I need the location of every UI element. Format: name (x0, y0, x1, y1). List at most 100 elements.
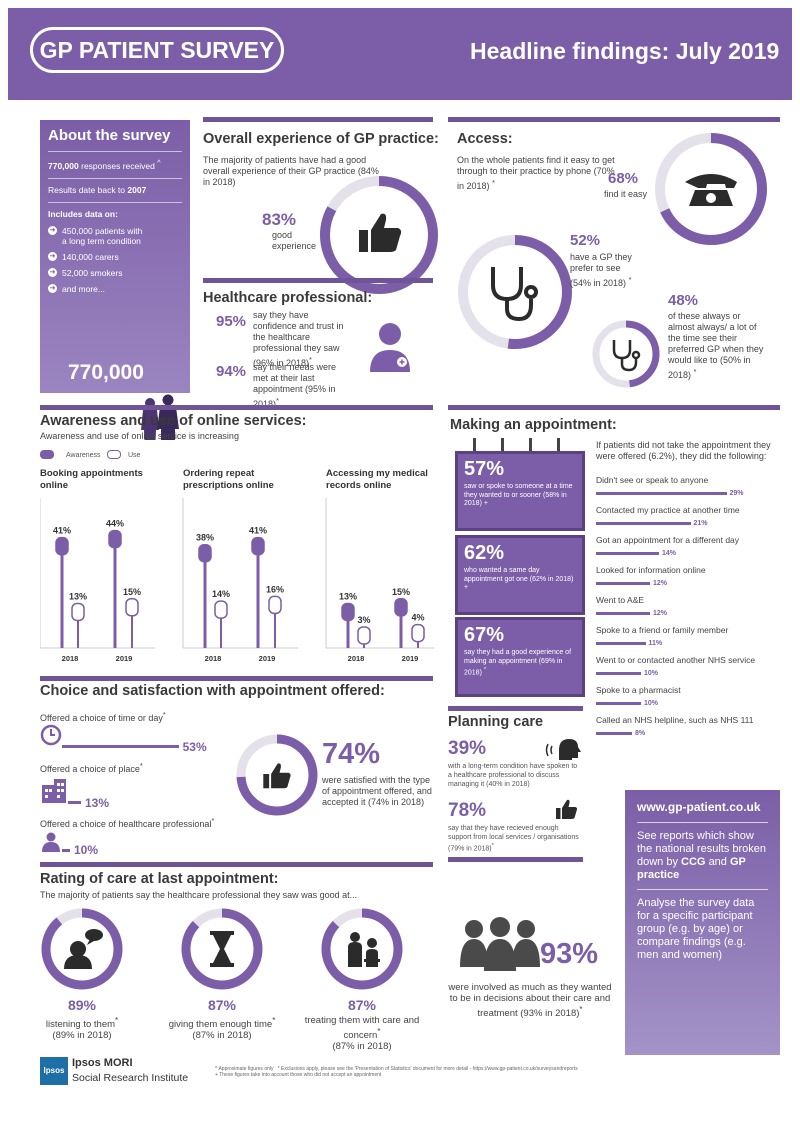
awareness-legend-icon (40, 450, 54, 459)
hcp-text1: say they have confidence and trust in th… (253, 310, 344, 368)
planning-title: Planning care (448, 714, 544, 730)
appointment-bar-label: Went to or contacted another NHS service (596, 655, 756, 665)
footer-notes: ^ Approximate figures only * Exclusions … (215, 1066, 578, 1078)
online-group-title: Accessing my medical (326, 468, 428, 479)
telephone-icon (685, 174, 737, 206)
overall-title: Overall experience of GP practice: (203, 131, 439, 147)
ipsos-badge: Ipsos (40, 1057, 68, 1085)
online-bar-label: 13% (69, 591, 87, 601)
header-banner (8, 8, 792, 100)
mouse-icon (251, 536, 265, 556)
online-sub: Awareness and use of online service is i… (40, 431, 239, 441)
online-group-title: Ordering repeat (183, 468, 255, 479)
appointment-box-1: 57% saw or spoke to someone at a time the… (455, 451, 585, 531)
access-pct1: 68% (608, 170, 639, 187)
about-title: About the survey (48, 127, 171, 144)
appointment-bar (596, 612, 650, 615)
phone-icon (411, 623, 425, 643)
access-pct2: 52% (570, 232, 601, 249)
year-label: 2018 (348, 654, 365, 663)
stethoscope-icon (491, 267, 538, 322)
phone-icon (214, 600, 228, 619)
list-item: ➜ and more... (48, 283, 105, 294)
overall-pct: 83% (262, 210, 297, 229)
thumbs-up-icon (556, 799, 578, 819)
access-title: Access: (457, 131, 513, 147)
choice-place-label: Offered a choice of place* (40, 761, 143, 774)
appointment-bar-pct: 10% (644, 700, 659, 707)
appointment-bar (596, 522, 691, 525)
legend-use: Use (128, 452, 141, 459)
online-bar-label: 15% (123, 587, 141, 597)
appointment-bar (596, 552, 659, 555)
rating-donut (321, 908, 403, 990)
doctor-icon (370, 323, 410, 372)
satisfaction-donut (236, 734, 318, 816)
people-group-icon (460, 917, 540, 971)
appointment-bar-label: Looked for information online (596, 565, 706, 575)
rating-sub: The majority of patients say the healthc… (40, 890, 358, 900)
appointment-bar-label: Went to A&E (596, 595, 645, 605)
about-responses: 770,000 responses received ^ (48, 159, 161, 171)
page-title: Headline findings: July 2019 (470, 38, 780, 64)
rating-label: listening to them* (89% in 2018) (45, 1016, 119, 1042)
preferred-gp-seen-donut (592, 320, 660, 388)
speech-person-icon (64, 929, 103, 969)
choice-time-bar (62, 745, 179, 748)
choice-time-label: Offered a choice of time or day* (40, 710, 166, 723)
appointment-bar-row: Spoke to a pharmacist 10% (596, 685, 781, 707)
survey-logo: GP PATIENT SURVEY (30, 27, 284, 73)
thumbs-up-icon (359, 213, 402, 252)
speaking-head-icon (545, 739, 581, 760)
rating-label: giving them enough time* (87% in 2018) (168, 1016, 276, 1042)
choice-place-bar (68, 801, 81, 804)
online-title: Awareness and use of online services: (40, 413, 307, 429)
choice-place-pct: 13% (85, 796, 110, 810)
appointment-bar-label: Didn't see or speak to anyone (596, 475, 709, 485)
divider (203, 278, 433, 283)
appointment-bar (596, 642, 646, 645)
access-text3: of these always or almost always/ a lot … (668, 311, 764, 380)
hcp-text2: say their needs were met at their last a… (253, 362, 337, 409)
online-bar-label: 4% (411, 613, 424, 623)
appointment-bar-pct: 10% (644, 670, 659, 677)
access-desc: On the whole patients find it easy to ge… (457, 155, 615, 191)
rating-label: treating them with care and concern* (87%… (304, 1015, 420, 1053)
online-bar-label: 13% (339, 591, 357, 601)
footer-brand: Ipsos MORI (72, 1057, 133, 1069)
decisions-pct: 93% (540, 938, 599, 970)
appointment-bar-row: Went to or contacted another NHS service… (596, 655, 781, 677)
arrow-icon: ➜ (48, 225, 57, 235)
appointment-bar-pct: 21% (693, 520, 708, 527)
appointment-bar-pct: 11% (648, 640, 663, 647)
about-panel: About the survey 770,000 responses recei… (40, 120, 190, 440)
mouse-icon (108, 529, 122, 549)
access-donut (655, 133, 767, 245)
use-legend-icon (107, 450, 121, 459)
appointment-bar-pct: 29% (729, 490, 744, 497)
year-label: 2018 (62, 654, 79, 663)
divider (448, 706, 583, 711)
divider (448, 857, 583, 862)
overall-desc: The majority of patients have had a good… (203, 155, 379, 187)
rating-donut (41, 908, 123, 990)
stethoscope-icon (612, 340, 641, 372)
mouse-icon (394, 598, 408, 617)
year-label: 2018 (205, 654, 222, 663)
thumbs-up-icon (263, 763, 291, 789)
online-bar-label: 15% (392, 587, 410, 597)
appointment-bar-row: Went to A&E 12% (596, 595, 781, 617)
appointment-intro: If patients did not take the appointment… (596, 440, 771, 461)
list-item: ➜ 140,000 carers (48, 251, 119, 262)
divider (40, 862, 433, 867)
divider (203, 117, 433, 122)
list-item: ➜ 450,000 patients with a long term condi… (48, 225, 143, 246)
list-item: ➜ 52,000 smokers (48, 267, 123, 278)
online-bar-label: 44% (106, 519, 124, 529)
website-link[interactable]: www.gp-patient.co.uk (637, 800, 761, 814)
divider (448, 117, 780, 122)
year-label: 2019 (259, 654, 276, 663)
appointment-bar (596, 732, 632, 735)
planning-pct2: 78% (448, 800, 487, 821)
phone-icon (125, 598, 139, 617)
